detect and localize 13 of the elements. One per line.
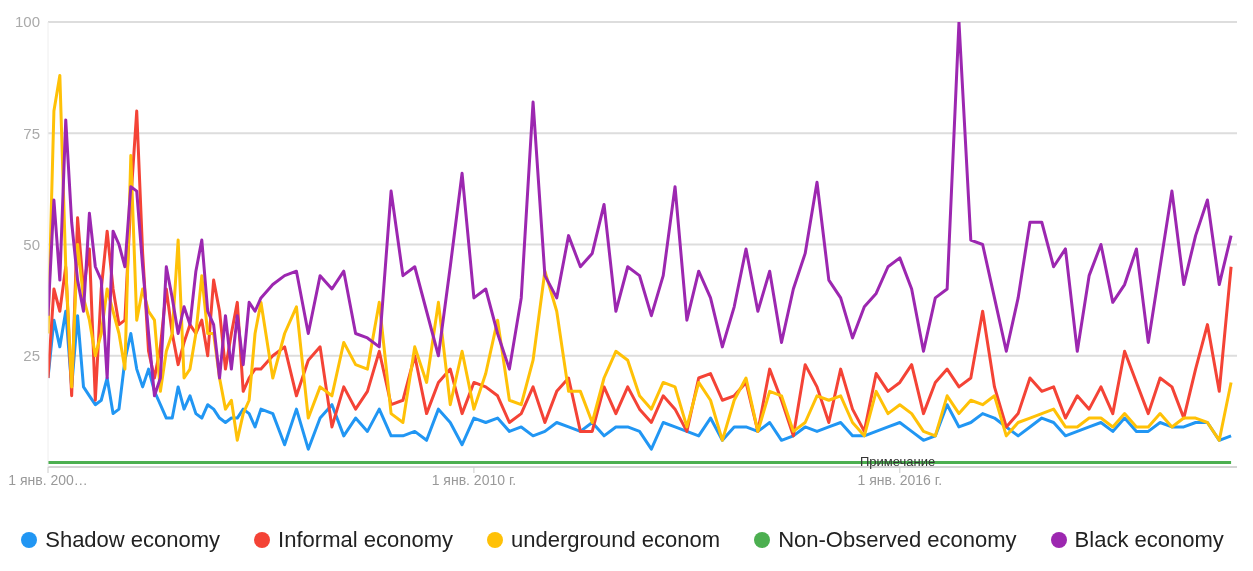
x-tick-label: 1 янв. 2010 г.	[431, 471, 517, 488]
y-tick-label: 100	[14, 13, 40, 31]
legend-label: Non-Observed economy	[778, 527, 1017, 553]
legend-label: Informal economy	[278, 527, 453, 553]
y-tick-label: 25	[23, 347, 40, 365]
y-tick-label: 50	[23, 235, 40, 253]
line-series	[48, 22, 1233, 398]
y-tick-label: 75	[23, 124, 40, 142]
legend-label: Black economy	[1074, 527, 1224, 553]
x-tick-label: 1 янв. 200…	[8, 471, 88, 488]
legend-label: Shadow economy	[45, 527, 221, 553]
x-tick-label: 1 янв. 2016 г.	[857, 471, 943, 488]
legend-label: underground econom	[510, 527, 721, 553]
